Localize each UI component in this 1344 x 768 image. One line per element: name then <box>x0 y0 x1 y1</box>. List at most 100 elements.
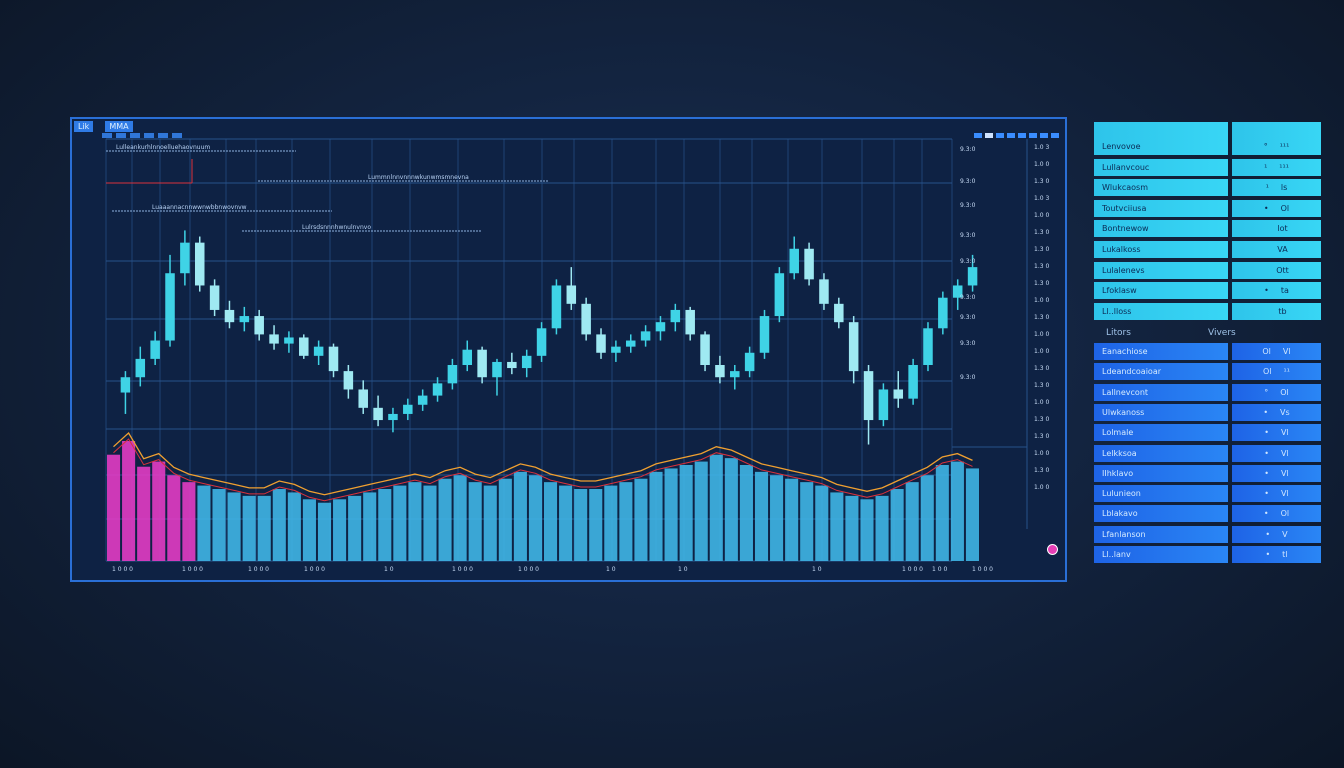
subtab[interactable] <box>102 133 112 138</box>
side-row-label: Ldeandcoaioar <box>1094 363 1228 381</box>
candle-body <box>373 407 383 421</box>
axis-label: 1.0 0 <box>1034 212 1049 219</box>
side-table-row[interactable] <box>1094 122 1321 139</box>
candle-body <box>180 242 190 274</box>
axis-label: 1.3 0 <box>1034 280 1049 287</box>
panel-tab-a[interactable]: Lik <box>74 120 94 132</box>
toolbar-chip[interactable] <box>996 133 1004 138</box>
subtab[interactable] <box>144 133 154 138</box>
side-row-value-1: ¹ <box>1265 183 1269 193</box>
subtab[interactable] <box>158 133 168 138</box>
volume-bar <box>830 492 844 561</box>
side-table-row[interactable]: Lallnevcont ° Ol <box>1094 383 1321 401</box>
volume-bar <box>212 489 226 561</box>
side-row-label: Lallnevcont <box>1094 383 1228 401</box>
side-row-label: Eanachiose <box>1094 343 1228 360</box>
side-table-row[interactable]: Lukalkoss VA <box>1094 241 1321 258</box>
volume-bar <box>785 478 799 561</box>
chart-panel: Lik MMA Lulleankurhlnnoelluehaovnuum Lumm… <box>70 117 1067 582</box>
volume-bar <box>965 468 979 561</box>
side-row-value-2: ls <box>1280 183 1288 193</box>
volume-bar <box>860 499 874 561</box>
axis-label: 1.0 0 <box>1034 297 1049 304</box>
toolbar-chip[interactable] <box>985 133 993 138</box>
candle-body <box>611 346 621 353</box>
side-row-label: Lolmale <box>1094 424 1228 442</box>
volume-bar <box>272 489 286 561</box>
volume-bar <box>634 478 648 561</box>
side-table-row[interactable]: Lelkksoa • Vl <box>1094 444 1321 462</box>
record-indicator-icon[interactable] <box>1047 544 1058 555</box>
side-table-row[interactable]: Lfoklasw • ta <box>1094 282 1321 300</box>
side-row-values: • Vl <box>1232 464 1321 482</box>
panel-tab-b[interactable]: MMA <box>105 120 133 132</box>
side-table-row[interactable]: Lfanlanson • V <box>1094 525 1321 543</box>
x-tick-label: 1 0 0 0 <box>518 566 539 573</box>
volume-bar <box>875 495 889 561</box>
price-label: 9.3:0 <box>960 146 976 153</box>
candle-body <box>194 242 205 286</box>
volume-bar <box>559 485 573 561</box>
side-table-row[interactable]: Bontnewow lot <box>1094 220 1321 238</box>
candle-body <box>209 285 220 310</box>
side-table-row[interactable]: Ll..lanv • tl <box>1094 546 1321 563</box>
side-row-values <box>1232 122 1321 139</box>
side-row-value-2: ¹¹¹ <box>1279 142 1290 151</box>
side-row-values: • tl <box>1232 546 1321 563</box>
volume-bar <box>800 482 814 561</box>
price-label: 9.3:0 <box>960 314 976 321</box>
candle-body <box>447 365 458 384</box>
toolbar-chip[interactable] <box>1051 133 1059 138</box>
side-row-value-2: Ol <box>1280 509 1290 519</box>
side-row-value-2: Vl <box>1281 489 1289 499</box>
side-table-row[interactable]: Lblakavo • Ol <box>1094 505 1321 523</box>
subtab[interactable] <box>172 133 182 138</box>
candle-body <box>863 371 874 421</box>
candle-body <box>269 334 279 344</box>
side-table-row[interactable]: Lulunieon • Vl <box>1094 485 1321 503</box>
x-tick-label: 1 0 0 0 <box>972 566 993 573</box>
side-table-row[interactable]: Lenvovoe ° ¹¹¹ <box>1094 138 1321 155</box>
toolbar-chip[interactable] <box>1029 133 1037 138</box>
side-row-value-2: tb <box>1278 306 1287 316</box>
panel-toolbar-chips <box>974 133 1059 138</box>
side-table-row[interactable]: Lolmale • Vl <box>1094 424 1321 442</box>
side-table-row[interactable]: Eanachiose Ol Vl <box>1094 343 1321 360</box>
volume-bar <box>845 495 859 561</box>
axis-label: 1.3 0 <box>1034 416 1049 423</box>
side-row-value-2: Vs <box>1280 407 1290 417</box>
side-row-value-2: Vl <box>1281 448 1289 458</box>
toolbar-chip[interactable] <box>1040 133 1048 138</box>
side-table-row[interactable]: Ll..lloss tb <box>1094 302 1321 320</box>
candle-body <box>521 355 532 369</box>
side-table-row[interactable]: Wlukcaosm ¹ ls <box>1094 179 1321 197</box>
side-row-value-2: Vl <box>1281 468 1289 478</box>
side-table-row[interactable]: Ldeandcoaioar Ol ¹¹ <box>1094 363 1321 381</box>
toolbar-chip[interactable] <box>1007 133 1015 138</box>
volume-bar <box>333 499 347 561</box>
side-table-row[interactable]: Lullanvcouc ¹ ¹¹¹ <box>1094 158 1321 176</box>
toolbar-chip[interactable] <box>1018 133 1026 138</box>
subtab[interactable] <box>116 133 126 138</box>
price-chart-svg[interactable]: Lulleankurhlnnoelluehaovnuum Lummnlnnvnnn… <box>72 119 1065 580</box>
axis-label: 1.0 0 <box>1034 484 1049 491</box>
volume-bar <box>302 499 316 561</box>
side-row-values: • Vs <box>1232 403 1321 421</box>
side-row-value-1: • <box>1263 509 1269 519</box>
candle-body <box>789 248 799 274</box>
side-subheader-left: Litors <box>1106 328 1131 338</box>
side-row-values: ° ¹¹¹ <box>1232 138 1321 155</box>
volume-bar <box>122 441 136 561</box>
side-table-row[interactable]: Lulalenevs Ott <box>1094 261 1321 279</box>
candle-body <box>625 340 636 347</box>
subtab[interactable] <box>130 133 140 138</box>
candle-body <box>893 389 904 399</box>
side-row-values: • Vl <box>1232 424 1321 442</box>
toolbar-chip[interactable] <box>974 133 982 138</box>
candle-body <box>938 297 948 329</box>
x-tick-label: 1 0 0 0 <box>902 566 923 573</box>
side-table-row[interactable]: IIhklavo • Vl <box>1094 464 1321 482</box>
side-table-row[interactable]: Toutvciiusa • Ol <box>1094 199 1321 217</box>
side-table-row[interactable]: Ulwkanoss • Vs <box>1094 403 1321 421</box>
side-row-value-1: • <box>1264 448 1269 458</box>
